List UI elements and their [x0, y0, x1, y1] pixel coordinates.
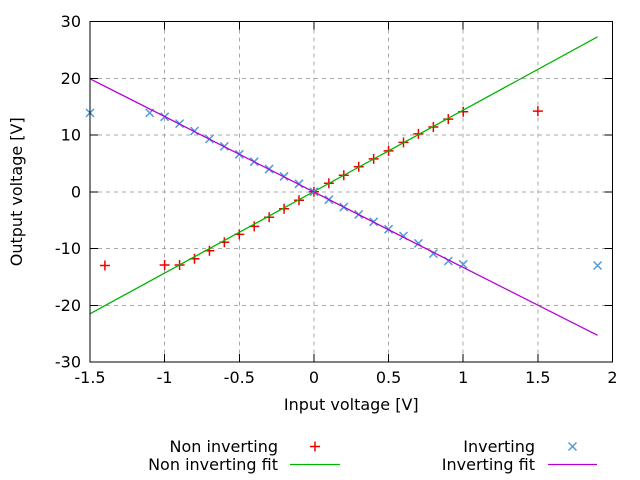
legend-marker-sample — [310, 441, 320, 452]
legend-entry-non-inverting-fit: Non inverting fit — [148, 455, 340, 474]
x-tick-label: -0.5 — [224, 368, 255, 387]
series-non-inverting-fit — [89, 36, 598, 315]
y-tick-label: -10 — [55, 239, 81, 258]
legend-label: Non inverting fit — [148, 455, 278, 474]
y-tick-label: 0 — [71, 182, 81, 201]
y-tick-label: 20 — [61, 69, 81, 88]
y-tick-label: 10 — [61, 126, 81, 145]
y-tick-label: -30 — [55, 353, 81, 372]
legend-marker-sample — [567, 441, 578, 452]
y-tick-label: -20 — [55, 296, 81, 315]
x-tick-label: 1 — [458, 368, 468, 387]
legend-entry-inverting: Inverting — [463, 437, 578, 456]
legend-entry-non-inverting: Non inverting — [170, 437, 320, 456]
x-tick-label: 1.5 — [525, 368, 550, 387]
legend-label: Inverting fit — [442, 455, 535, 474]
x-axis-label: Input voltage [V] — [284, 395, 419, 414]
series-non-inverting — [99, 106, 543, 271]
series-inverting-fit — [89, 78, 598, 336]
axes-border — [89, 21, 613, 363]
x-tick-label: -1.5 — [74, 368, 105, 387]
x-tick-label: 0.5 — [376, 368, 401, 387]
tick-labels: -30 -20 -10 0 10 20 30 -1.5 -1 -0.5 0 0.5 1 1.5 2 — [55, 12, 618, 387]
legend-label: Inverting — [463, 437, 535, 456]
x-tick-label: 0 — [309, 368, 319, 387]
gridlines — [90, 21, 613, 362]
legend-entry-inverting-fit: Inverting fit — [442, 455, 597, 474]
y-axis-label: Output voltage [V] — [7, 117, 26, 266]
legend-label: Non inverting — [170, 437, 278, 456]
y-tick-label: 30 — [61, 12, 81, 31]
x-tick-label: 2 — [607, 368, 617, 387]
series-inverting — [85, 108, 603, 271]
x-tick-label: -1 — [157, 368, 173, 387]
